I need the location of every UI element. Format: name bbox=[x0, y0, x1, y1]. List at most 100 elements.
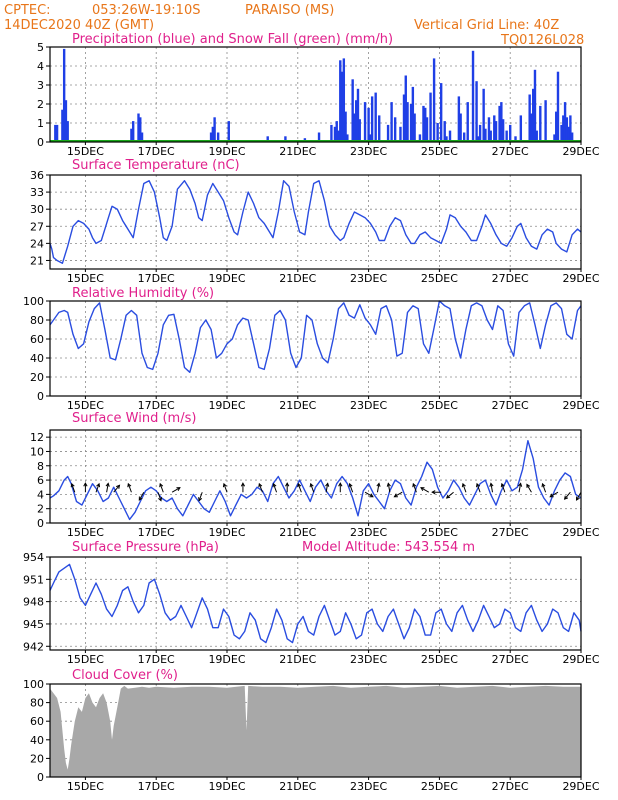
header-model-code: TQ0126L028 bbox=[500, 33, 584, 48]
wind-arrow-head bbox=[518, 482, 523, 487]
wind-arrow-head bbox=[376, 482, 381, 487]
precip-bar bbox=[386, 124, 390, 142]
precip-panel: 0 1 2 3 4 5 15DEC 17DEC 19DEC 21DEC 23DEC 25DEC 27DE… bbox=[37, 41, 600, 158]
precip-bar bbox=[317, 132, 321, 142]
precip-bar bbox=[562, 115, 565, 142]
precip-bar bbox=[370, 96, 374, 142]
precip-bar bbox=[55, 124, 59, 142]
precip-bar bbox=[284, 136, 287, 142]
wind-arrow bbox=[127, 482, 132, 493]
wind-arrow-head bbox=[393, 493, 398, 498]
precip-bar bbox=[498, 105, 501, 142]
precip-bar bbox=[544, 100, 547, 142]
wind-arrow-head bbox=[96, 482, 101, 488]
wind-arrow-head bbox=[461, 482, 466, 488]
precip-bar bbox=[140, 132, 144, 142]
precip-bar bbox=[413, 113, 416, 142]
wind-arrow bbox=[393, 491, 403, 498]
wind-arrow-head bbox=[348, 482, 353, 488]
wind-ytick-label: 4 bbox=[37, 488, 44, 501]
precip-bar bbox=[374, 92, 377, 142]
wind-arrow-head bbox=[297, 482, 302, 488]
precip-bar bbox=[556, 71, 560, 142]
wind-frame bbox=[49, 429, 582, 524]
temp-xtick-label: 23DEC bbox=[350, 272, 387, 285]
wind-arrow-head bbox=[325, 482, 330, 487]
precip-bar bbox=[535, 130, 538, 142]
precip-bar bbox=[519, 115, 523, 142]
humidity-xtick-label: 25DEC bbox=[421, 399, 458, 412]
wind-arrow-shaft bbox=[526, 484, 532, 493]
wind-arrow-shaft bbox=[564, 491, 571, 500]
wind-arrow bbox=[258, 482, 263, 493]
humidity-xtick-label: 27DEC bbox=[492, 399, 529, 412]
wind-arrow-head bbox=[412, 482, 417, 488]
precip-bar bbox=[487, 117, 491, 142]
precip-xtick-label: 17DEC bbox=[138, 145, 175, 158]
wind-arrow bbox=[348, 482, 354, 493]
precip-bar bbox=[390, 102, 393, 142]
precip-bar bbox=[482, 88, 485, 142]
wind-arrow-shaft bbox=[157, 492, 162, 501]
precip-bar bbox=[567, 126, 570, 142]
wind-arrow-shaft bbox=[258, 483, 263, 493]
wind-arrow-shaft bbox=[476, 483, 481, 493]
wind-arrow-head bbox=[369, 493, 374, 498]
wind-arrow-head bbox=[445, 494, 451, 499]
wind-arrow bbox=[272, 482, 278, 493]
cloud-title: Cloud Cover (%) bbox=[72, 668, 178, 683]
wind-arrow bbox=[297, 482, 302, 493]
precip-ytick-label: 2 bbox=[37, 98, 44, 111]
precip-bar bbox=[369, 134, 372, 142]
wind-arrow bbox=[549, 491, 559, 498]
wind-arrow-head bbox=[575, 496, 580, 501]
wind-arrow-head bbox=[500, 482, 505, 488]
precip-title: Precipitation (blue) and Snow Fall (gree… bbox=[72, 32, 393, 47]
wind-arrow-shaft bbox=[364, 491, 374, 498]
wind-arrow-head bbox=[285, 482, 290, 487]
precip-bar bbox=[344, 111, 347, 142]
precip-bar bbox=[457, 96, 461, 142]
cloud-ytick-label: 20 bbox=[30, 752, 44, 765]
wind-arrow bbox=[386, 482, 391, 493]
humidity-xtick-label: 29DEC bbox=[562, 399, 599, 412]
cloud-ytick-label: 0 bbox=[37, 771, 44, 784]
humidity-title: Relative Humidity (%) bbox=[72, 286, 214, 301]
pressure-ytick-label: 948 bbox=[23, 596, 44, 609]
temp-frame bbox=[49, 174, 582, 270]
wind-arrow-head bbox=[222, 482, 227, 488]
cloud-ytick-label: 40 bbox=[30, 734, 44, 747]
precip-xtick-label: 19DEC bbox=[208, 145, 245, 158]
wind-arrow bbox=[541, 482, 547, 493]
precip-bar bbox=[406, 102, 409, 142]
precip-bar bbox=[436, 123, 439, 142]
precip-bar bbox=[64, 100, 68, 142]
wind-arrow bbox=[412, 482, 417, 493]
wind-xtick-label: 27DEC bbox=[492, 526, 529, 539]
precip-bar bbox=[130, 128, 133, 142]
precip-bar bbox=[355, 100, 358, 142]
cloud-ytick-label: 100 bbox=[23, 678, 44, 691]
wind-arrow-shaft bbox=[198, 492, 203, 501]
precip-ytick-label: 4 bbox=[37, 60, 44, 73]
pressure-xtick-label: 23DEC bbox=[350, 653, 387, 666]
wind-line bbox=[49, 440, 582, 521]
wind-arrow-shaft bbox=[462, 483, 467, 493]
wind-arrow-head bbox=[70, 482, 75, 488]
temp-title: Surface Temperature (nC) bbox=[72, 158, 240, 173]
precip-bar bbox=[399, 126, 402, 142]
wind-ytick-label: 8 bbox=[37, 460, 44, 473]
wind-arrow bbox=[95, 482, 101, 493]
precip-bar bbox=[509, 124, 512, 142]
cloud-ytick-label: 60 bbox=[30, 715, 44, 728]
header-org: CPTEC: bbox=[4, 3, 51, 18]
precip-bar bbox=[346, 134, 349, 142]
wind-arrow-head bbox=[105, 482, 110, 487]
cloud-xtick-label: 15DEC bbox=[67, 780, 104, 793]
temp-xtick-label: 19DEC bbox=[208, 272, 245, 285]
precip-bar bbox=[335, 121, 338, 142]
wind-arrow-shaft bbox=[138, 491, 145, 501]
cloud-panel: 0 20 40 60 80 100 15DEC 17DEC 19DEC 21DEC 23DEC 25D… bbox=[23, 678, 600, 793]
